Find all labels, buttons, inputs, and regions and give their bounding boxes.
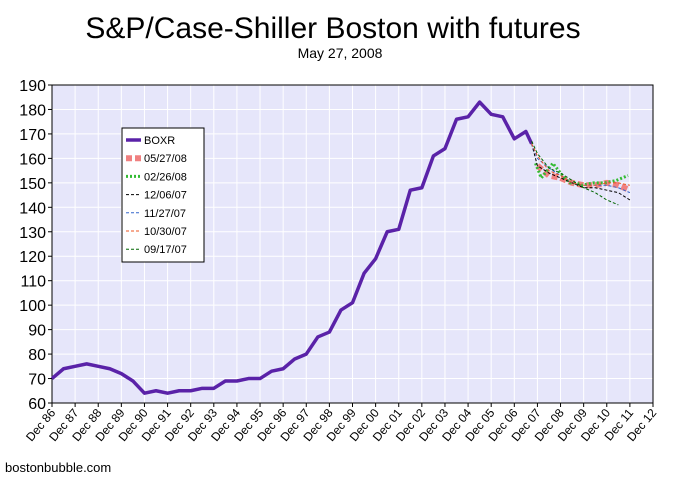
- series-layer: [50, 100, 632, 395]
- series-line-12-06-07: [531, 143, 631, 201]
- legend-label: 11/27/07: [144, 208, 186, 220]
- y-axis: 60 70 80 90 100 110 120 130 140 150 160 170 180 190: [19, 78, 52, 413]
- y-tick-label: 190: [19, 78, 46, 95]
- y-tick-label: 110: [20, 274, 46, 291]
- legend-box: [121, 127, 205, 263]
- y-tick-label: 120: [19, 249, 46, 266]
- credit-text: bostonbubble.com: [5, 460, 111, 475]
- y-tick-label: 160: [19, 151, 46, 168]
- series-line-10-30-07: [531, 143, 630, 186]
- y-tick-label: 60: [28, 396, 46, 413]
- legend: BOXR 05/27/08 02/26/08 12/06/07 11/27/07 10/3…: [121, 127, 205, 263]
- series-line-boxr: [50, 100, 534, 395]
- chart-title: S&P/Case-Shiller Boston with futures: [85, 12, 580, 45]
- legend-label: BOXR: [144, 135, 175, 147]
- y-tick-label: 170: [19, 127, 46, 144]
- legend-label: 12/06/07: [144, 190, 187, 202]
- legend-label: 05/27/08: [144, 153, 187, 165]
- legend-label: 02/26/08: [144, 171, 187, 183]
- legend-label: 09/17/07: [144, 244, 187, 256]
- y-tick-label: 100: [19, 298, 46, 315]
- y-tick-label: 140: [19, 200, 46, 217]
- y-tick-label: 180: [19, 102, 46, 119]
- y-tick-label: 150: [19, 176, 46, 193]
- legend-label: 10/30/07: [144, 226, 187, 238]
- y-tick-label: 70: [28, 372, 46, 389]
- y-tick-label: 80: [28, 347, 46, 364]
- y-tick-label: 130: [19, 225, 46, 242]
- y-tick-label: 90: [28, 323, 46, 340]
- chart-subtitle: May 27, 2008: [298, 45, 383, 61]
- series-line-05-27-08: [535, 163, 632, 193]
